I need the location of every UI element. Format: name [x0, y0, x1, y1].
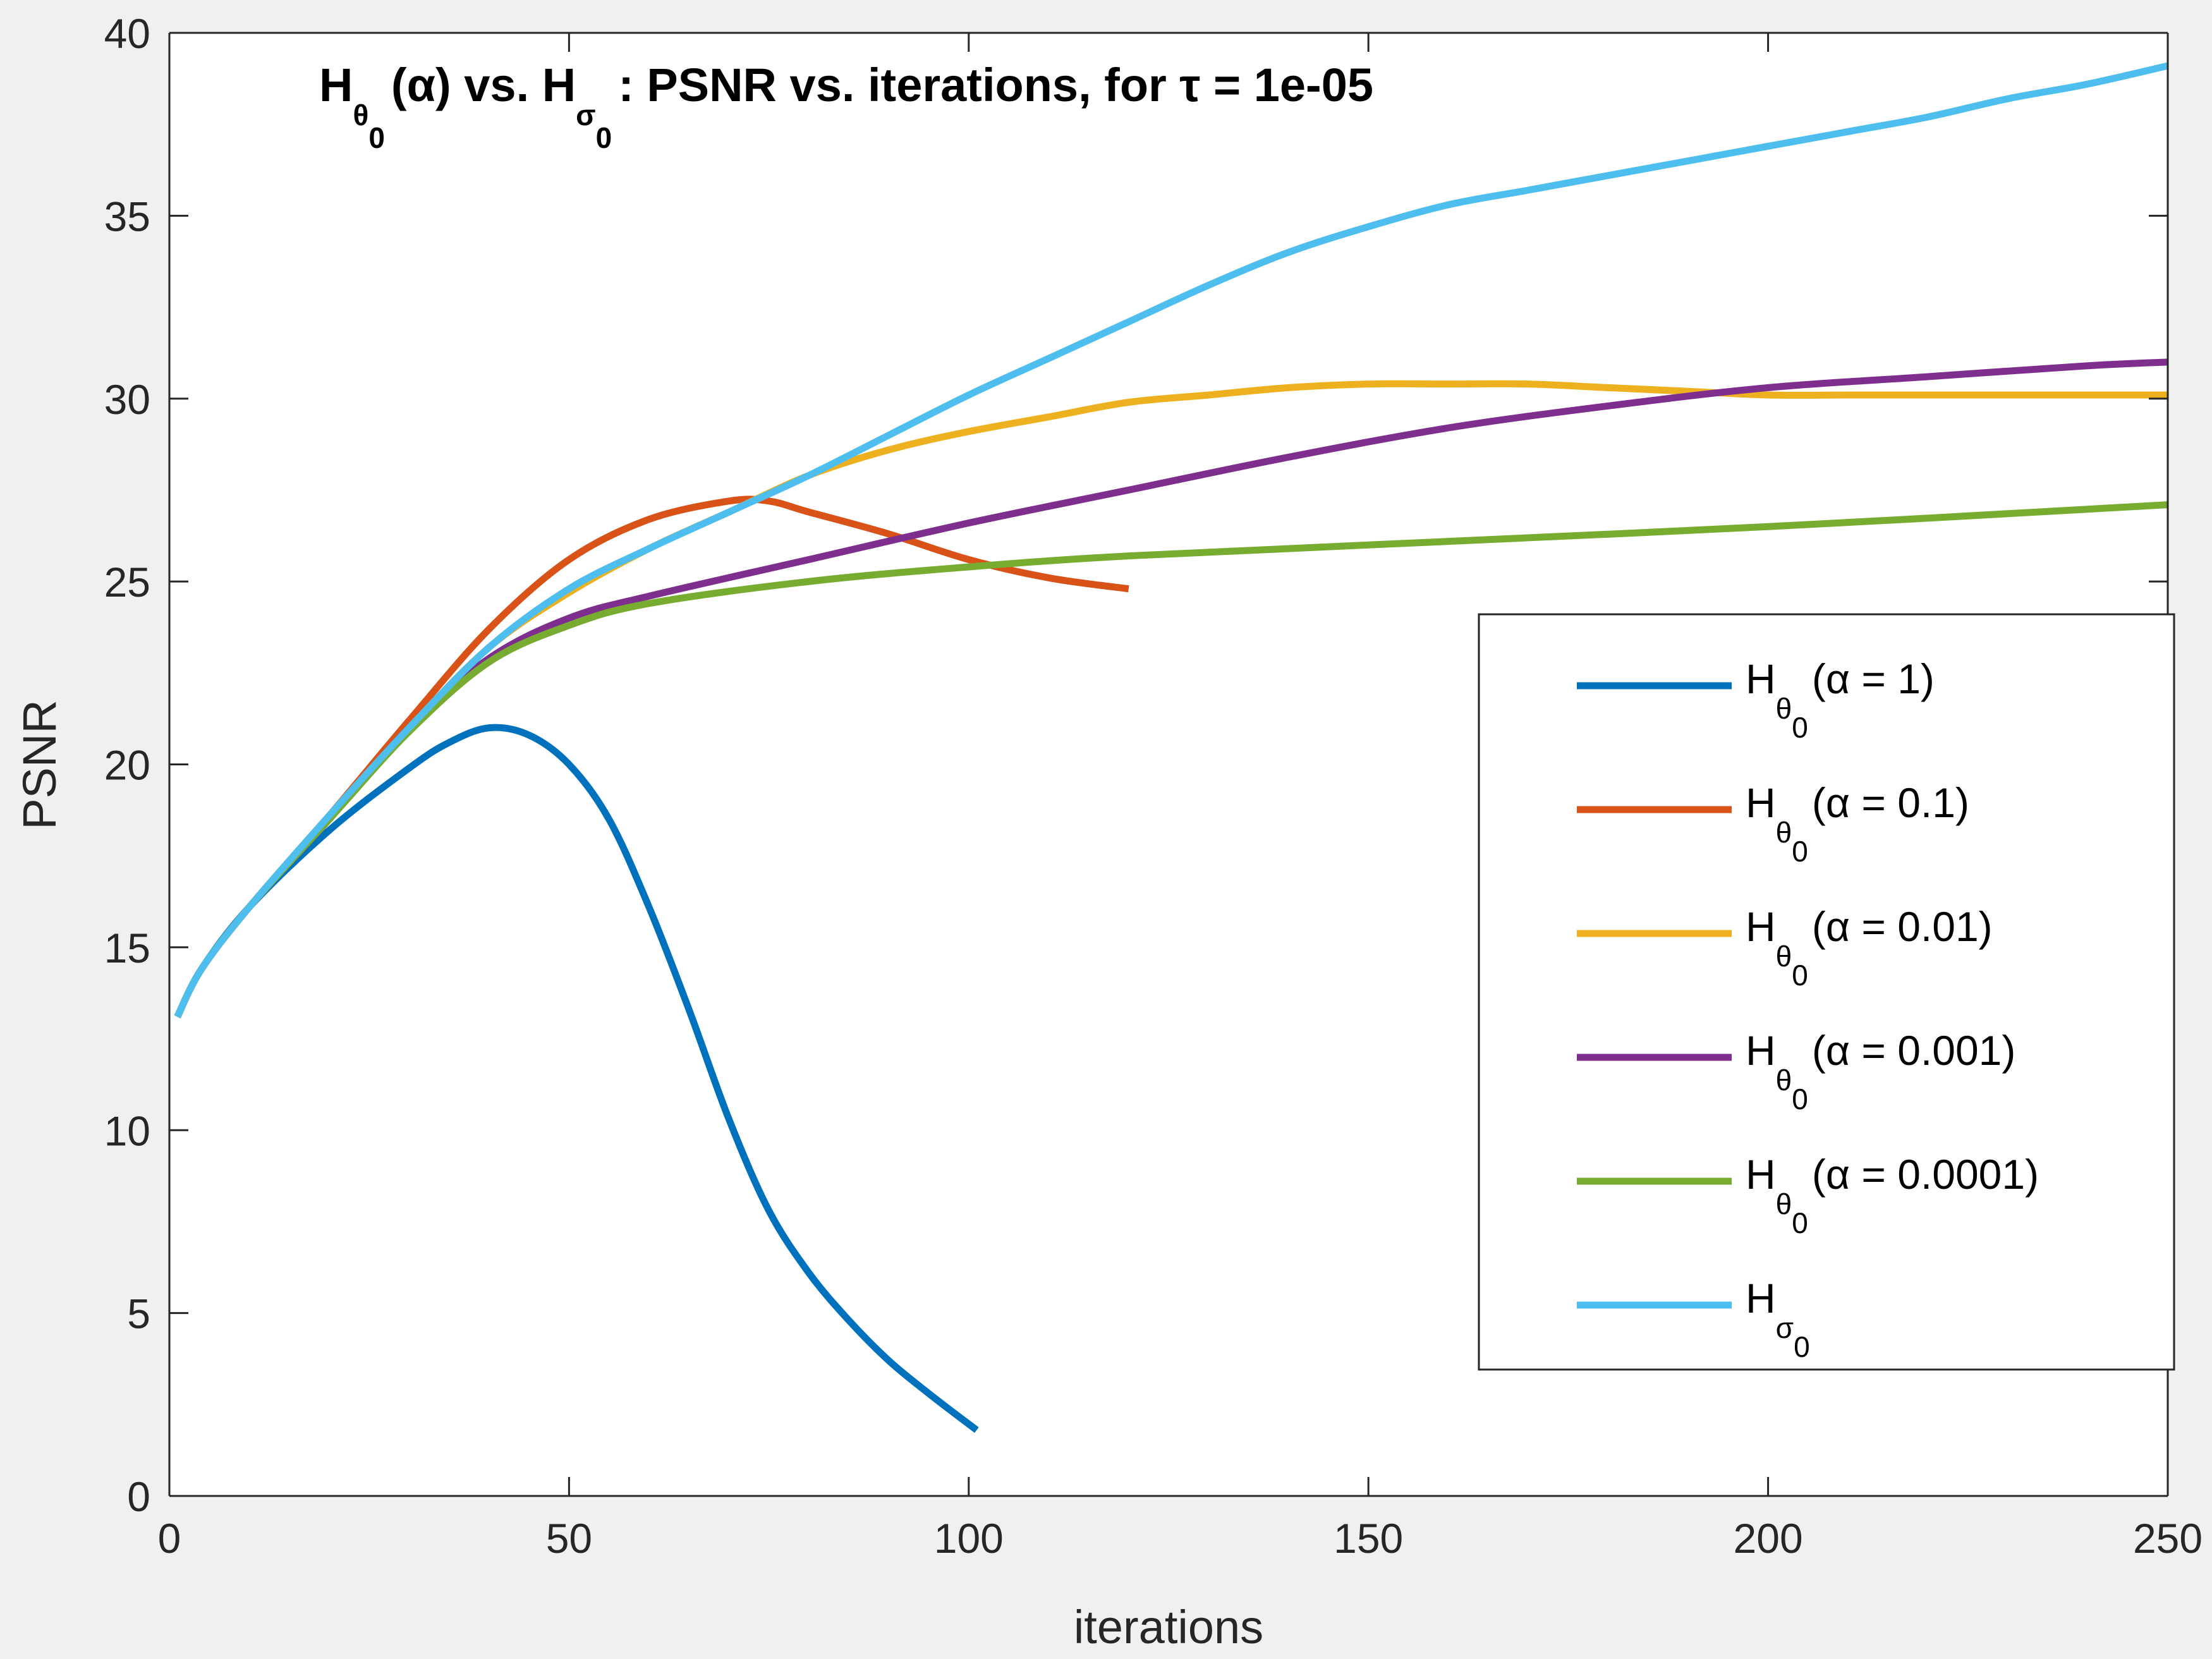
legend-label-4: Hθ0(α = 0.001) — [1746, 1027, 2015, 1115]
x-tick-label: 100 — [934, 1515, 1004, 1562]
legend-label-1: Hθ0(α = 1) — [1746, 655, 1935, 744]
x-tick-label: 50 — [546, 1515, 592, 1562]
y-axis-title: PSNR — [13, 700, 66, 830]
x-tick-label: 250 — [2133, 1515, 2203, 1562]
x-tick-label: 0 — [158, 1515, 181, 1562]
y-tick-label: 10 — [104, 1107, 150, 1154]
y-tick-label: 25 — [104, 559, 150, 605]
series-line-1 — [174, 724, 979, 1433]
legend-label-5: Hθ0(α = 0.0001) — [1746, 1151, 2039, 1239]
legend-box — [1478, 613, 2175, 1371]
legend-label-2: Hθ0(α = 0.1) — [1746, 779, 1969, 868]
chart-title: Hθ0(α) vs. Hσ0: PSNR vs. iterations, for… — [319, 59, 1373, 154]
y-tick-label: 0 — [127, 1473, 150, 1520]
y-tick-label: 40 — [104, 10, 150, 57]
title-sigma-index: 0 — [596, 121, 612, 154]
title-sigma-sub: σ — [576, 99, 595, 131]
legend-label-3: Hθ0(α = 0.01) — [1746, 903, 1993, 992]
legend: Hθ0(α = 1) Hθ0(α = 0.1) Hθ0(α = 0.01) Hθ0(α… — [1478, 613, 2175, 1371]
y-tick-label: 5 — [127, 1291, 150, 1337]
x-tick-label: 200 — [1734, 1515, 1803, 1562]
title-h-theta: H — [319, 59, 353, 111]
title-suffix: : PSNR vs. iterations, for τ = 1e-05 — [618, 59, 1373, 111]
legend-entries: Hθ0(α = 1) Hθ0(α = 0.1) Hθ0(α = 0.01) Hθ0(α… — [1577, 655, 2039, 1363]
legend-label-6: Hσ0 — [1746, 1275, 1810, 1363]
y-tick-label: 15 — [104, 925, 150, 971]
title-theta-sub: θ — [353, 99, 368, 131]
y-tick-label: 30 — [104, 376, 150, 423]
series-layer — [174, 62, 2169, 1433]
axes-layer: 0 50 100 150 200 250 0 5 10 15 20 25 30 35 40 — [104, 10, 2203, 1562]
y-tick-label: 20 — [104, 742, 150, 789]
x-tick-label: 150 — [1334, 1515, 1403, 1562]
x-axis-title: iterations — [1074, 1601, 1263, 1653]
title-theta-index: 0 — [368, 121, 385, 154]
y-tick-label: 35 — [104, 193, 150, 240]
series-line-6 — [174, 62, 2169, 1019]
title-mid: (α) vs. H — [391, 59, 576, 111]
